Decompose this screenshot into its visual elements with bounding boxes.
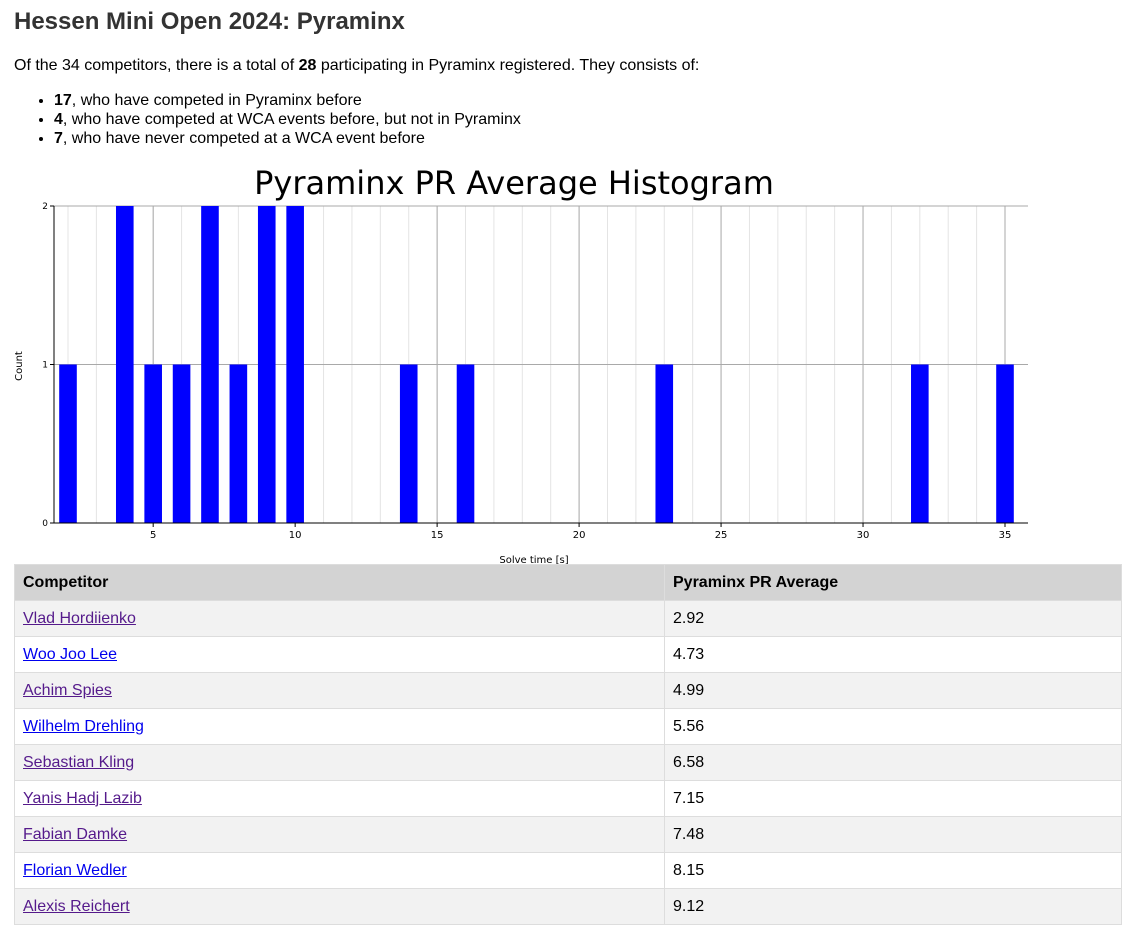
x-tick-label: 10 [289,530,302,541]
table-row: Yanis Hadj Lazib 7.15 [14,780,1122,817]
x-tick-label: 35 [999,530,1012,541]
pr-average-cell: 7.48 [664,816,1122,853]
competitor-link[interactable]: Yanis Hadj Lazib [23,789,142,807]
pr-average-cell: 5.56 [664,708,1122,745]
pr-average-cell: 2.92 [664,600,1122,637]
summary-suffix: participating in Pyraminx registered. Th… [316,57,700,74]
pr-average-cell: 8.15 [664,852,1122,889]
histogram-svg: 5 10 15 20 25 30 35 0 1 2 Pyraminx PR Average His… [14,164,1028,566]
x-tick-label: 20 [573,530,586,541]
page-title: Hessen Mini Open 2024: Pyraminx [14,8,405,35]
column-header-competitor: Competitor [14,564,665,601]
competitor-link[interactable]: Fabian Damke [23,825,128,843]
table-row: Achim Spies 4.99 [14,672,1122,709]
breakdown-text: , who have competed in Pyraminx before [71,92,362,109]
histogram-bar [59,364,77,523]
histogram-ticks: 5 10 15 20 25 30 35 0 1 2 [42,202,1011,541]
breakdown-text: , who have never competed at a WCA event… [62,130,425,147]
results-table: Competitor Pyraminx PR Average Vlad Hord… [14,564,1122,925]
pr-average-cell: 4.73 [664,636,1122,673]
competitor-cell: Wilhelm Drehling [14,708,665,745]
x-tick-label: 15 [431,530,444,541]
pr-average-cell: 6.58 [664,744,1122,781]
y-tick-label: 1 [42,361,48,371]
breakdown-text: , who have competed at WCA events before… [62,111,521,128]
histogram-bar [286,206,304,523]
registration-summary: Of the 34 competitors, there is a total … [14,56,699,76]
breakdown-item-returning: 17, who have competed in Pyraminx before [54,91,521,110]
histogram-bars [59,206,1014,523]
grid-major [54,205,1028,524]
histogram-bar [201,206,219,523]
table-row: Alexis Reichert 9.12 [14,888,1122,925]
histogram-bar [456,364,475,523]
participant-count: 28 [298,57,317,74]
histogram-bar [911,364,929,523]
pr-average-cell: 4.99 [664,672,1122,709]
y-tick-label: 2 [42,202,48,212]
competitor-link[interactable]: Alexis Reichert [23,897,130,915]
competitor-link[interactable]: Vlad Hordiienko [23,609,136,627]
histogram-chart: 5 10 15 20 25 30 35 0 1 2 Pyraminx PR Average His… [14,162,1028,566]
histogram-bar [115,206,134,523]
competitor-cell: Vlad Hordiienko [14,600,665,637]
competitor-link[interactable]: Woo Joo Lee [23,645,117,663]
histogram-bar [172,364,191,523]
competitor-cell: Achim Spies [14,672,665,709]
column-header-pr-average: Pyraminx PR Average [664,564,1122,601]
table-row: Sebastian Kling 6.58 [14,744,1122,781]
histogram-bar [399,364,418,523]
breakdown-item-new-to-event: 4, who have competed at WCA events befor… [54,110,521,129]
chart-title: Pyraminx PR Average Histogram [254,164,774,202]
table-row: Fabian Damke 7.48 [14,816,1122,853]
histogram-bar [257,206,276,523]
x-tick-label: 30 [857,530,870,541]
table-header-row: Competitor Pyraminx PR Average [14,564,1122,601]
summary-prefix: Of the 34 competitors, there is a total … [14,57,299,74]
pr-average-cell: 9.12 [664,888,1122,925]
competitor-cell: Woo Joo Lee [14,636,665,673]
x-tick-label: 5 [150,530,156,541]
breakdown-count: 4 [54,111,63,128]
breakdown-count: 7 [54,130,63,147]
breakdown-count: 17 [54,92,72,109]
y-tick-label: 0 [42,519,48,529]
competitor-cell: Yanis Hadj Lazib [14,780,665,817]
y-axis-label: Count [14,351,25,381]
participant-breakdown: 17, who have competed in Pyraminx before… [14,91,521,148]
histogram-bar [229,364,248,523]
breakdown-item-newcomers: 7, who have never competed at a WCA even… [54,129,521,148]
competitor-cell: Florian Wedler [14,852,665,889]
histogram-bar [996,364,1014,523]
pr-average-cell: 7.15 [664,780,1122,817]
table-row: Vlad Hordiienko 2.92 [14,600,1122,637]
table-row: Woo Joo Lee 4.73 [14,636,1122,673]
x-axis-label: Solve time [s] [499,555,568,566]
competitor-cell: Sebastian Kling [14,744,665,781]
competitor-link[interactable]: Achim Spies [23,681,112,699]
x-tick-label: 25 [715,530,728,541]
competitor-link[interactable]: Florian Wedler [23,861,127,879]
table-row: Florian Wedler 8.15 [14,852,1122,889]
histogram-bar [144,364,162,523]
competitor-cell: Fabian Damke [14,816,665,853]
competitor-cell: Alexis Reichert [14,888,665,925]
histogram-bar [655,364,674,523]
competitor-link[interactable]: Wilhelm Drehling [23,717,144,735]
competitor-link[interactable]: Sebastian Kling [23,753,135,771]
table-body: Vlad Hordiienko 2.92 Woo Joo Lee 4.73 Achim … [14,600,1122,925]
table-row: Wilhelm Drehling 5.56 [14,708,1122,745]
